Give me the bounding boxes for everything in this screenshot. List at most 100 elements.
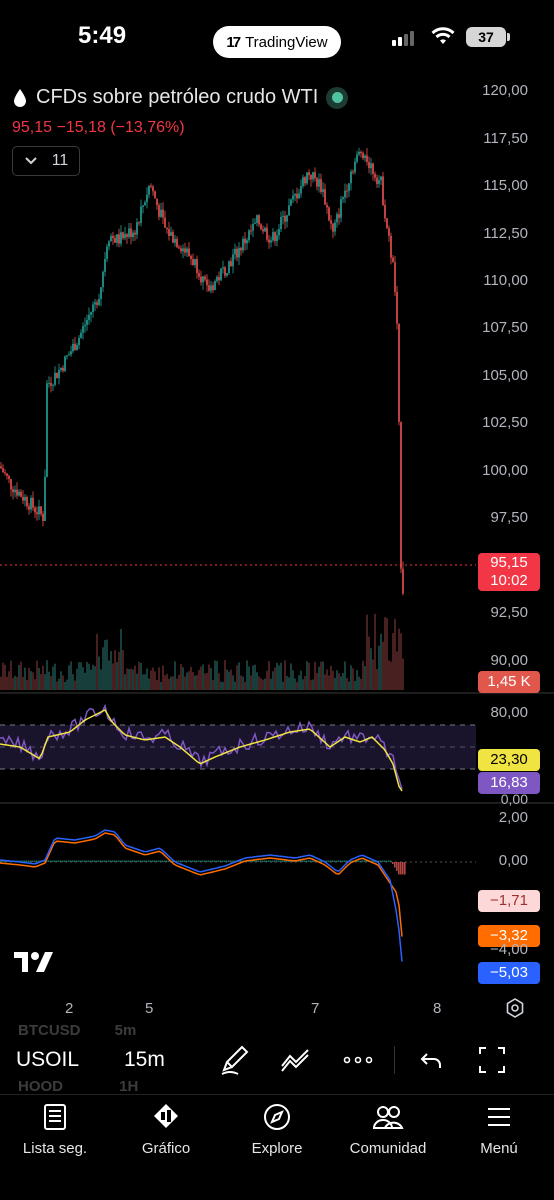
volume-bar: [190, 666, 192, 690]
volume-bar: [376, 669, 378, 690]
volume-bar: [386, 618, 388, 690]
volume-bar: [138, 661, 140, 690]
volume-bar: [328, 675, 330, 690]
macd-hist-bar: [122, 860, 124, 862]
candle-body: [36, 512, 38, 515]
macd-axis-label: −4,00: [490, 941, 528, 958]
candle-body: [332, 223, 334, 232]
candle-body: [300, 186, 302, 194]
volume-bar: [66, 679, 68, 690]
symbol-header[interactable]: CFDs sobre petróleo crudo WTI: [12, 86, 349, 109]
macd-hist-bar: [50, 860, 52, 862]
candle-body: [110, 236, 112, 242]
candle-body: [82, 326, 84, 333]
volume-bar: [96, 633, 98, 690]
volume-bar: [264, 678, 266, 690]
candle-body: [78, 337, 80, 346]
volume-bar: [276, 662, 278, 690]
volume-bar: [56, 681, 58, 690]
volume-bar: [332, 670, 334, 690]
candle-body: [264, 227, 266, 232]
candle-body: [176, 238, 178, 248]
volume-bar: [196, 674, 198, 690]
undo-icon[interactable]: [418, 1044, 444, 1076]
macd-hist-bar: [116, 860, 118, 862]
volume-bar: [154, 671, 156, 690]
macd-hist-bar: [22, 860, 24, 862]
macd-hist-bar: [72, 860, 74, 862]
tradingview-pill[interactable]: 17 TradingView: [213, 26, 341, 58]
tradingview-pill-label: TradingView: [245, 33, 328, 51]
candle-body: [388, 228, 390, 236]
volume-bar: [68, 665, 70, 690]
volume-bar: [260, 678, 262, 690]
volume-bar: [346, 678, 348, 690]
macd-hist-bar: [332, 860, 334, 862]
macd-hist-bar: [158, 860, 160, 862]
price-chart[interactable]: [0, 0, 554, 1000]
volume-bar: [148, 678, 150, 690]
macd-hist-bar: [86, 860, 88, 862]
candle-body: [262, 229, 264, 232]
symbol-selector[interactable]: USOIL: [16, 1048, 80, 1071]
candle-body: [238, 247, 240, 258]
rsi-value-tag: 16,83: [478, 772, 540, 794]
candle-body: [188, 248, 190, 257]
volume-bar: [358, 676, 360, 690]
macd-hist-bar: [212, 860, 214, 862]
drawing-brush-icon[interactable]: [220, 1044, 250, 1076]
volume-bar: [312, 679, 314, 690]
volume-bar: [114, 650, 116, 690]
volume-bar: [158, 667, 160, 690]
volume-bar: [36, 660, 38, 690]
candle-body: [350, 171, 352, 184]
tab-community[interactable]: Comunidad: [333, 1103, 443, 1157]
macd-hist-bar: [60, 860, 62, 862]
macd-hist-bar: [56, 860, 58, 862]
volume-bar: [314, 661, 316, 690]
candle-body: [208, 285, 210, 291]
macd-hist-bar: [30, 860, 32, 862]
candle-body: [278, 229, 280, 236]
volume-bar: [366, 614, 368, 690]
volume-bar: [134, 665, 136, 690]
candle-body: [384, 205, 386, 219]
macd-hist-bar: [58, 860, 60, 862]
tab-watchlist[interactable]: Lista seg.: [0, 1103, 110, 1157]
volume-bar: [316, 672, 318, 690]
macd-hist-bar: [278, 860, 280, 862]
fullscreen-icon[interactable]: [478, 1044, 506, 1076]
candle-body: [170, 232, 172, 236]
volume-bar: [242, 676, 244, 690]
tradingview-logo-icon: 17: [226, 33, 241, 51]
settings-icon[interactable]: [505, 998, 525, 1018]
tab-label: Gráfico: [141, 1140, 191, 1157]
macd-hist-bar: [224, 860, 226, 862]
candle-body: [52, 384, 54, 386]
candle-body: [348, 183, 350, 191]
interval-selector[interactable]: 15m: [124, 1048, 165, 1071]
tab-explore[interactable]: Explore: [222, 1103, 332, 1157]
macd-hist-bar: [68, 860, 70, 862]
rsi-axis-label: 80,00: [490, 704, 528, 721]
candle-body: [364, 155, 366, 159]
volume-bar: [60, 671, 62, 690]
candle-body: [292, 195, 294, 200]
volume-bar: [132, 669, 134, 690]
macd-hist-bar: [150, 860, 152, 862]
volume-bar: [16, 676, 18, 690]
macd-hist-bar: [402, 862, 404, 875]
volume-bar: [274, 667, 276, 690]
volume-bar: [186, 672, 188, 690]
macd-hist-bar: [118, 860, 120, 862]
indicators-toggle-button[interactable]: 11: [12, 146, 80, 176]
more-icon[interactable]: [342, 1044, 374, 1076]
candle-body: [254, 222, 256, 224]
tab-chart[interactable]: Gráfico: [111, 1103, 221, 1157]
macd-hist-bar: [180, 860, 182, 862]
volume-bar: [200, 666, 202, 690]
volume-bar: [224, 660, 226, 690]
indicators-icon[interactable]: [280, 1044, 312, 1076]
tab-menu[interactable]: Menú: [444, 1103, 554, 1157]
candle-body: [158, 205, 160, 217]
